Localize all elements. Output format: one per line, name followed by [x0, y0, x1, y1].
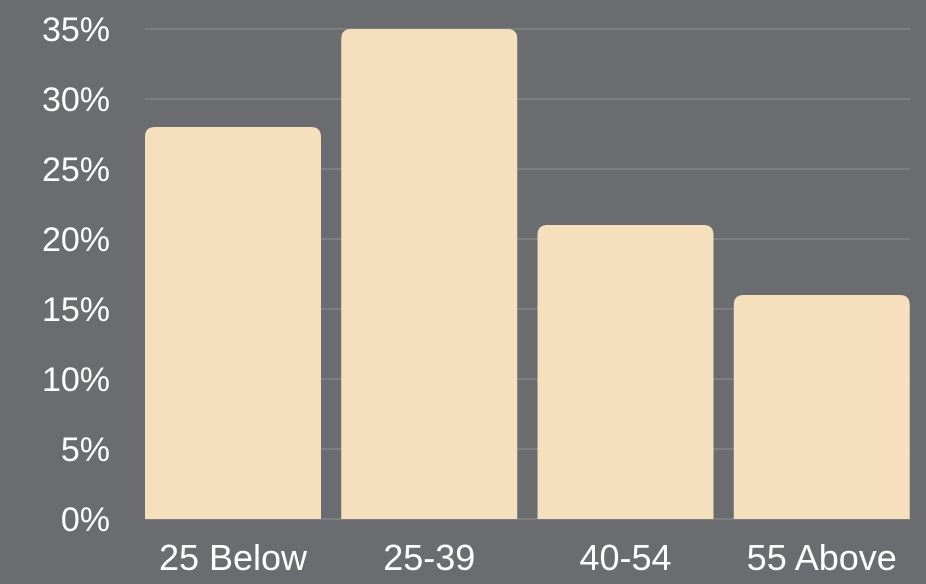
y-tick-label: 0% [61, 501, 110, 539]
x-category-label: 55 Above [747, 537, 897, 578]
bar-40-54 [537, 225, 714, 519]
y-tick-label: 5% [61, 431, 110, 469]
x-category-label: 25-39 [383, 537, 475, 578]
y-tick-label: 15% [42, 291, 110, 329]
x-axis-category-labels: 25 Below 25-39 40-54 55 Above [159, 537, 897, 578]
bar-25-39 [341, 29, 518, 519]
bars [145, 29, 910, 519]
x-category-label: 40-54 [579, 537, 671, 578]
bar-55-above [733, 295, 910, 519]
y-tick-label: 30% [42, 81, 110, 119]
y-tick-label: 10% [42, 361, 110, 399]
y-tick-label: 35% [42, 11, 110, 49]
y-axis-tick-labels: 0% 5% 10% 15% 20% 25% 30% 35% [42, 11, 110, 539]
bar-25-below [145, 127, 321, 519]
y-tick-label: 25% [42, 151, 110, 189]
x-category-label: 25 Below [159, 537, 308, 578]
y-tick-label: 20% [42, 221, 110, 259]
